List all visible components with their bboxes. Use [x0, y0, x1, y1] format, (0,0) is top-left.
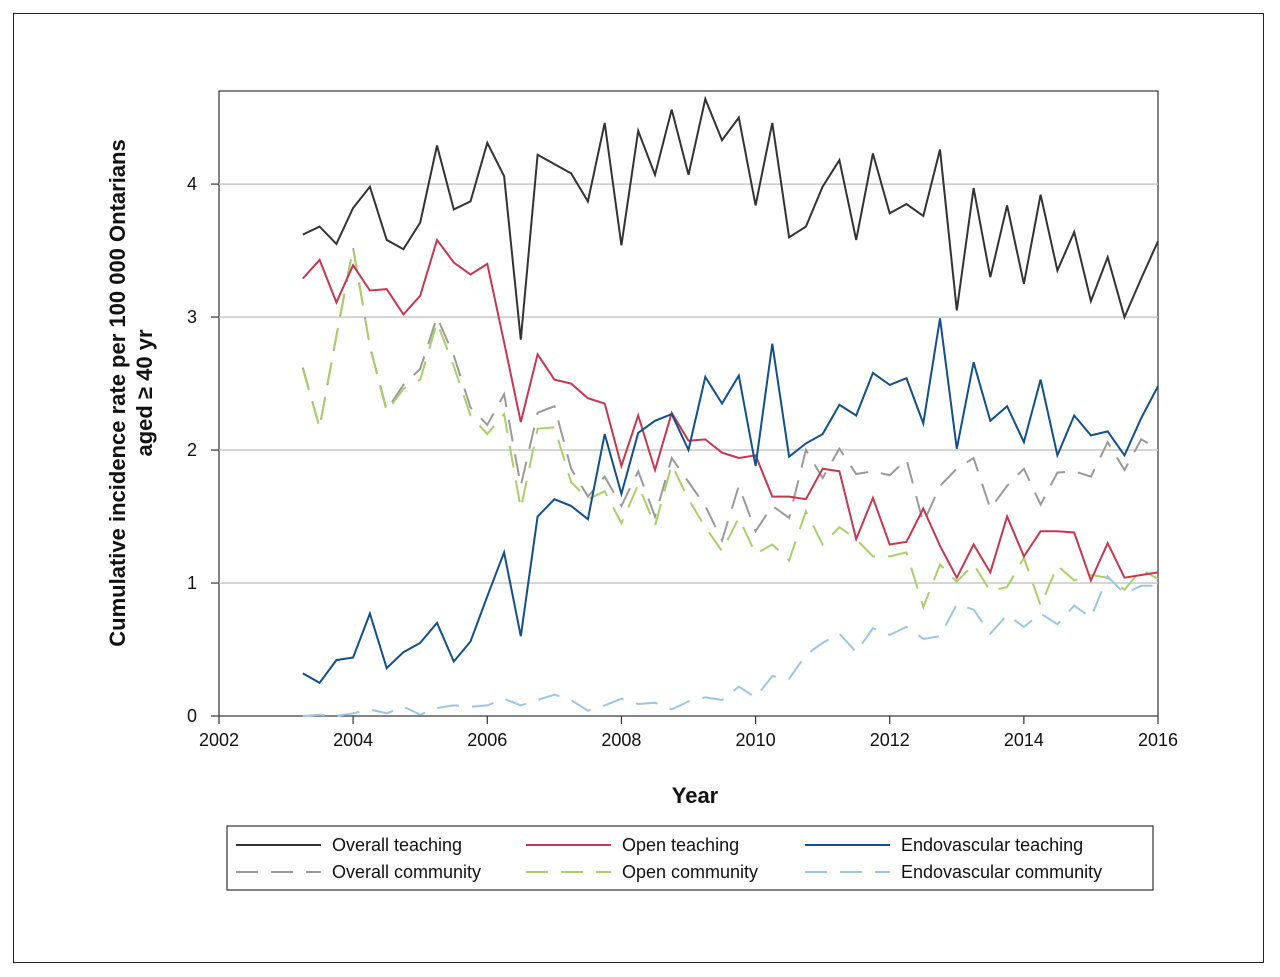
legend-label-overall-teaching: Overall teaching — [332, 835, 462, 855]
plot-area — [218, 90, 1159, 717]
y-axis-title: Cumulative incidence rate per 100 000 On… — [105, 139, 157, 646]
series-line-endovascular-teaching — [302, 318, 1159, 685]
series-line-overall-teaching — [302, 95, 1159, 340]
x-tick-label: 2008 — [601, 730, 641, 750]
legend-box — [226, 825, 1154, 891]
legend-label-open-community: Open community — [622, 862, 758, 882]
series-line-open-teaching — [302, 237, 1159, 584]
series-line-open-community — [301, 247, 1159, 611]
legend: Overall teaching Open teaching Endovascula… — [236, 835, 1102, 882]
x-tick-label: 2016 — [1138, 730, 1178, 750]
legend-label-overall-community: Overall community — [332, 862, 481, 882]
x-axis-title: Year — [672, 783, 719, 808]
grid-lines — [219, 183, 1158, 584]
series-lines — [301, 95, 1159, 718]
y-tick-label: 4 — [187, 174, 197, 194]
y-axis-title-line1: Cumulative incidence rate per 100 000 On… — [105, 139, 130, 646]
y-tick-label: 0 — [187, 706, 197, 726]
legend-label-endovascular-teaching: Endovascular teaching — [901, 835, 1083, 855]
figure-frame — [13, 13, 1264, 963]
axes: 0 1 2 3 4 2002 2004 2006 2008 2010 2012 2014 2016 — [187, 174, 1178, 750]
series-line-endovascular-community — [302, 574, 1158, 718]
x-tick-label: 2012 — [870, 730, 910, 750]
x-tick-label: 2004 — [333, 730, 373, 750]
x-tick-label: 2006 — [467, 730, 507, 750]
y-axis-title-line2: aged ≥ 40 yr — [132, 329, 157, 456]
x-tick-label: 2010 — [736, 730, 776, 750]
x-tick-label: 2002 — [199, 730, 239, 750]
y-tick-label: 2 — [187, 440, 197, 460]
y-tick-label: 1 — [187, 573, 197, 593]
legend-label-open-teaching: Open teaching — [622, 835, 739, 855]
legend-label-endovascular-community: Endovascular community — [901, 862, 1102, 882]
y-tick-label: 3 — [187, 307, 197, 327]
x-tick-label: 2014 — [1004, 730, 1044, 750]
series-line-overall-community — [301, 247, 1159, 544]
